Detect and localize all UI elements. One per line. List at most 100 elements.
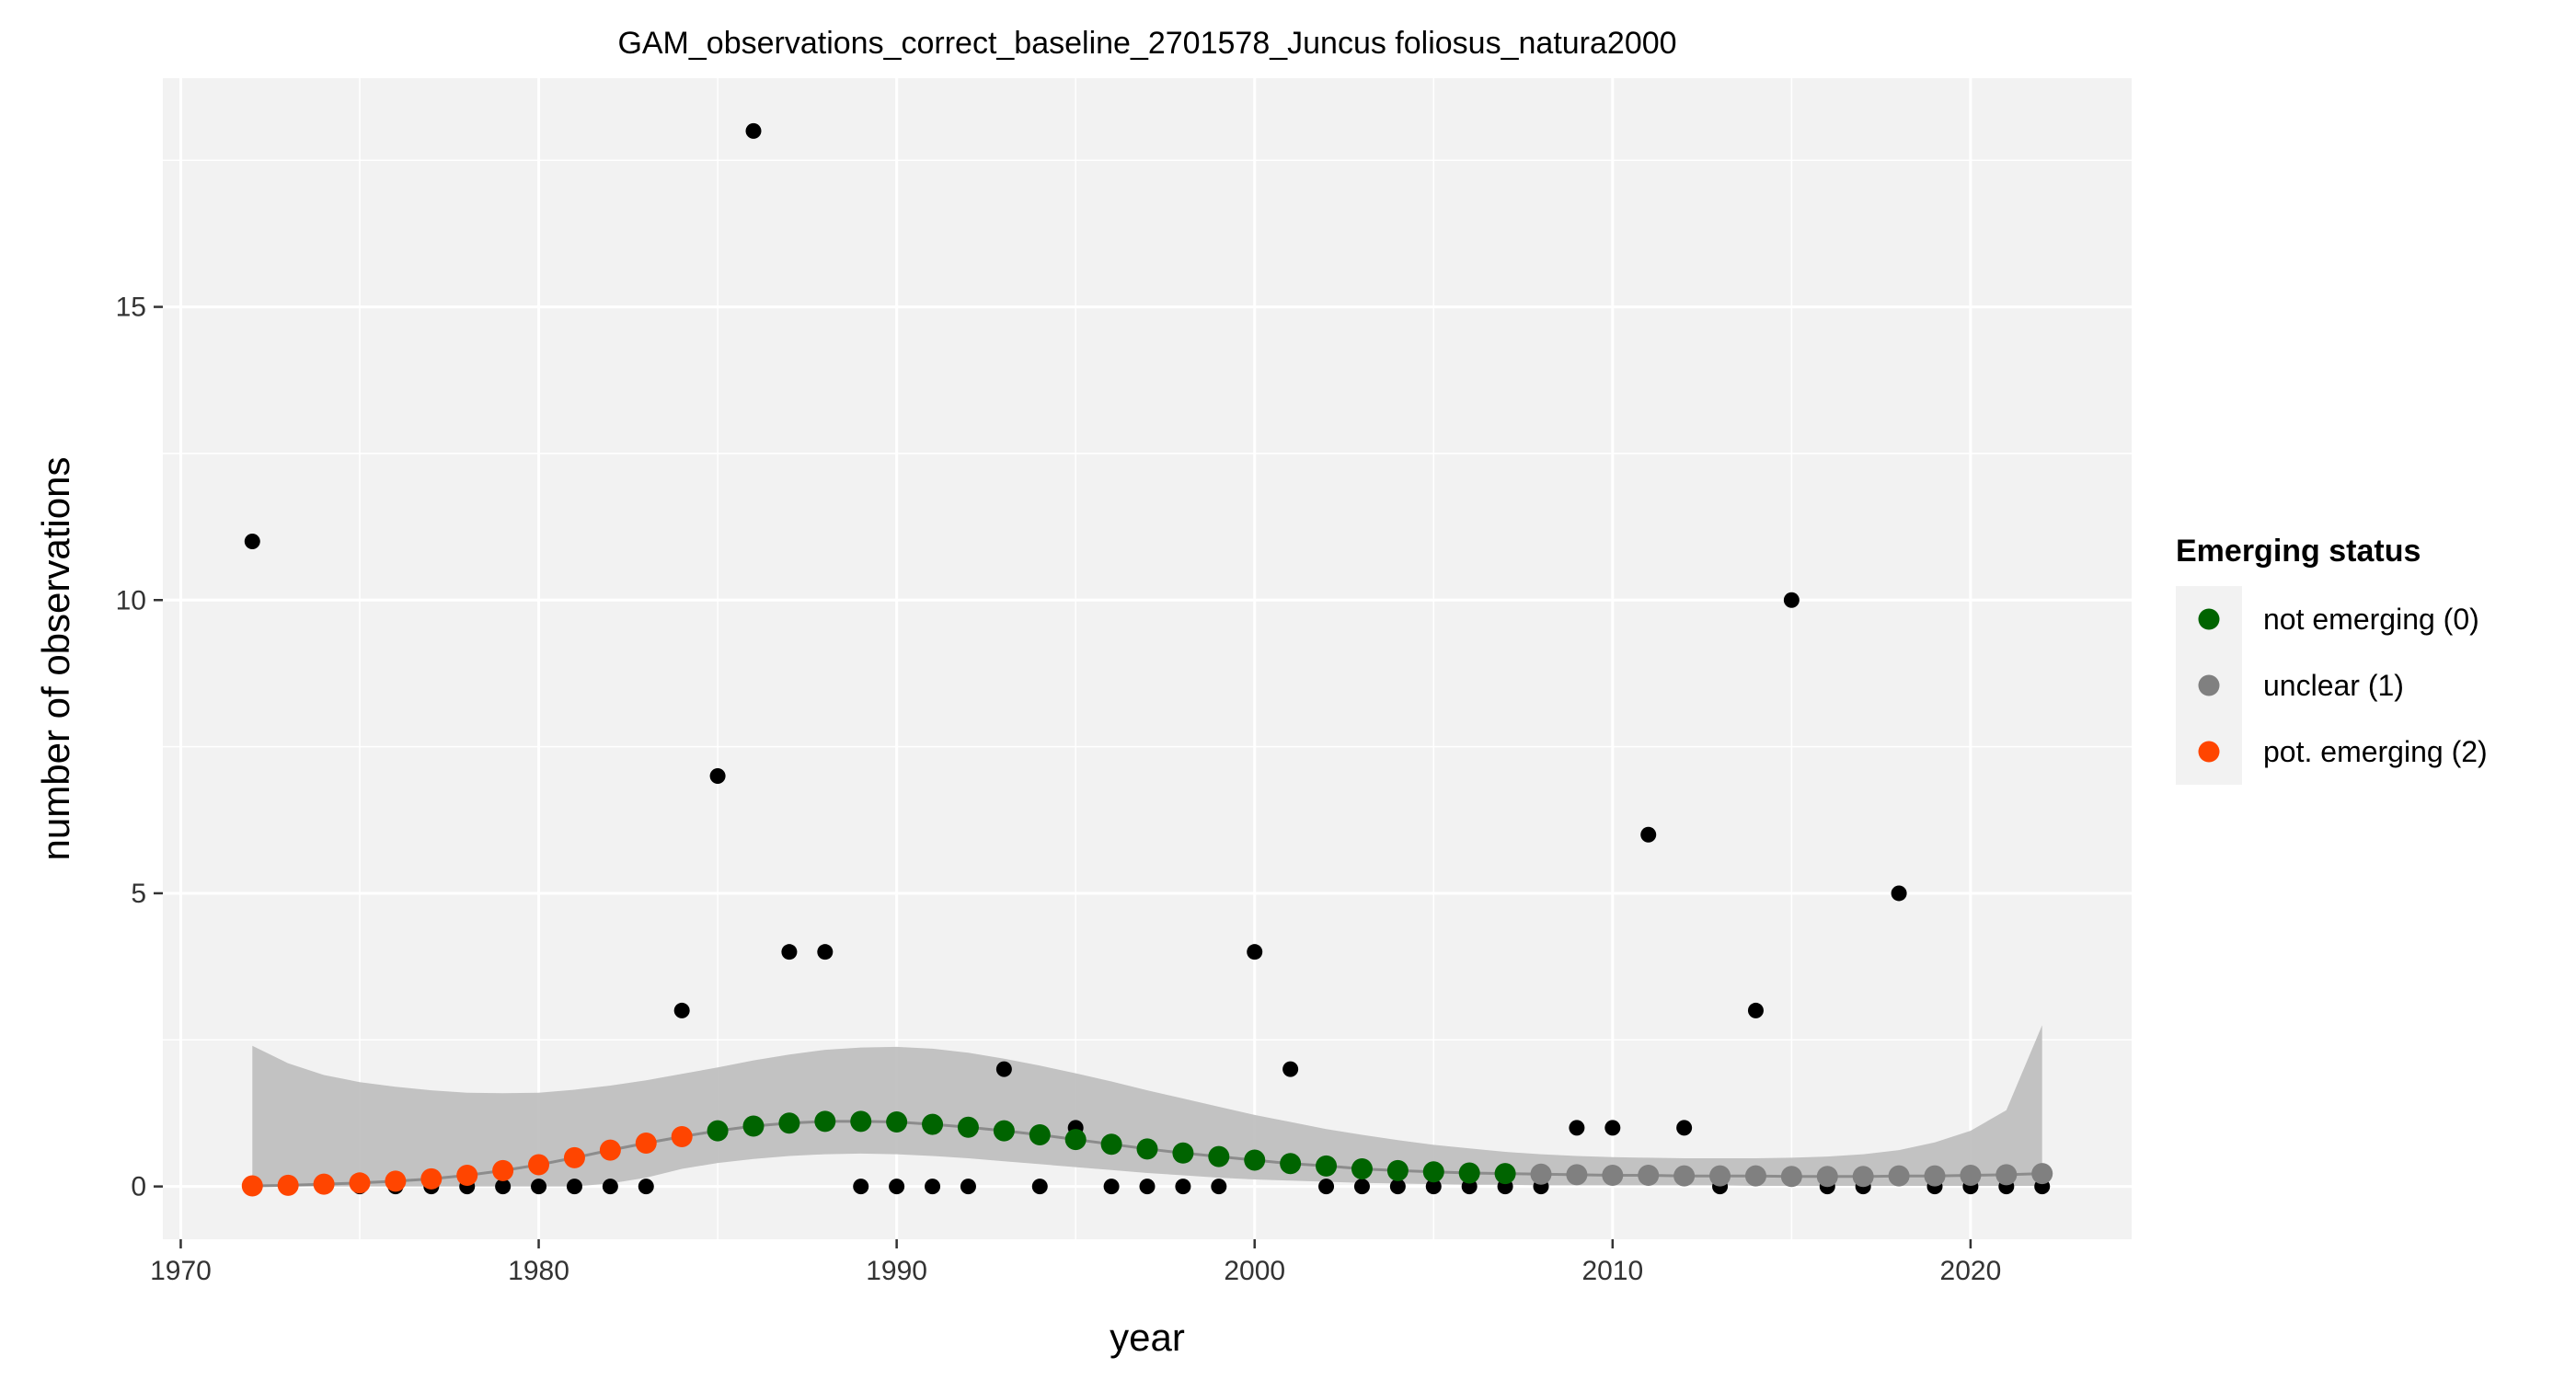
observed-point [1425,1179,1442,1195]
fitted-point [814,1110,836,1133]
x-tick-label: 2010 [1581,1256,1643,1286]
fitted-point [1888,1165,1910,1187]
observed-point [1175,1179,1191,1195]
fitted-point [957,1116,979,1138]
confidence-ribbon [252,1025,2042,1187]
fitted-point [922,1113,944,1135]
fitted-point [1280,1153,1302,1175]
fitted-point [707,1120,729,1142]
fitted-point [1351,1158,1373,1180]
observed-point [602,1179,618,1195]
observed-point [781,944,798,960]
y-tick-label: 0 [131,1172,146,1202]
observed-point [1891,885,1907,902]
fitted-point [313,1173,335,1195]
observed-point [1282,1061,1299,1077]
observed-point [1569,1120,1585,1136]
x-tick-label: 1990 [866,1256,927,1286]
observed-point [244,534,260,550]
observed-point [1783,592,1800,608]
observed-point [853,1179,869,1195]
observed-point [745,122,762,139]
fitted-point [1960,1165,1982,1187]
x-tick-label: 1980 [508,1256,569,1286]
x-tick-label: 2020 [1940,1256,2002,1286]
confidence-band [252,1025,2042,1187]
y-tick-label: 5 [131,879,146,909]
fitted-point [1422,1161,1444,1183]
observed-point [1247,944,1263,960]
fitted-point [1244,1149,1266,1171]
legend-label: unclear (1) [2263,669,2404,702]
observed-point [673,1002,690,1018]
fitted-point [1566,1164,1588,1186]
fitted-point [850,1110,872,1133]
legend-title: Emerging status [2176,534,2421,569]
y-tick-label: 15 [116,293,146,323]
fitted-point [993,1120,1015,1142]
fitted-point [349,1172,371,1194]
legend-label: pot. emerging (2) [2263,735,2488,768]
minor-gridlines [163,78,2132,1239]
x-tick-label: 2000 [1224,1256,1285,1286]
observed-point [709,767,726,784]
observed-point [817,944,834,960]
fitted-point [1744,1165,1766,1187]
observed-point [1747,1002,1764,1018]
legend-key-dot [2198,608,2220,630]
observed-point [995,1061,1012,1077]
observed-point [1103,1179,1120,1195]
fitted-point [1852,1166,1874,1188]
x-tick-label: 1970 [150,1256,212,1286]
legend-key-dot [2198,674,2220,696]
legend: Emerging status not emerging (0) unclear … [2176,534,2488,785]
fitted-point [1100,1133,1122,1156]
observed-point [1389,1179,1406,1195]
plot-panel [163,78,2132,1239]
fitted-point [1136,1138,1158,1160]
fitted-point [671,1125,693,1147]
observed-point [1318,1179,1335,1195]
major-gridlines [163,78,2132,1239]
fitted-point [886,1111,908,1133]
fitted-point [1172,1142,1194,1164]
fitted-point [1316,1155,1338,1177]
fitted-point [563,1146,585,1168]
fitted-point [1638,1165,1660,1187]
fitted-point [456,1165,478,1187]
observed-point [1604,1120,1621,1136]
fitted-point [635,1132,657,1154]
x-axis-title: year [1110,1316,1185,1359]
chart-title: GAM_observations_correct_baseline_270157… [617,26,1676,61]
observed-point [566,1179,582,1195]
observed-point [1353,1179,1370,1195]
fitted-point [2031,1163,2053,1185]
observed-point [1676,1120,1693,1136]
fitted-point [1029,1124,1051,1146]
legend-key-dot [2198,741,2220,763]
fitted-point [1995,1164,2018,1186]
fitted-point [528,1154,550,1176]
observed-point [531,1179,547,1195]
legend-items: not emerging (0) unclear (1) pot. emerging… [2198,603,2488,768]
fitted-point [742,1115,765,1137]
fitted-point [1780,1166,1802,1188]
fitted-point [492,1159,514,1181]
y-axis-title: number of observations [34,457,77,861]
fitted-point [1602,1165,1624,1187]
fitted-point [1709,1165,1731,1187]
fitted-points [241,1110,2053,1197]
fitted-point [778,1112,800,1134]
observed-point [638,1179,654,1195]
legend-label: not emerging (0) [2263,603,2479,636]
observed-point [495,1179,512,1195]
axes: 1970 1980 1990 2000 2010 2020 0 5 10 15 [116,293,2002,1286]
fitted-point [420,1167,443,1190]
observed-point [889,1179,905,1195]
fitted-point [1208,1145,1230,1167]
fitted-point [385,1170,407,1192]
fitted-point [241,1175,263,1197]
observed-point [1211,1179,1227,1195]
